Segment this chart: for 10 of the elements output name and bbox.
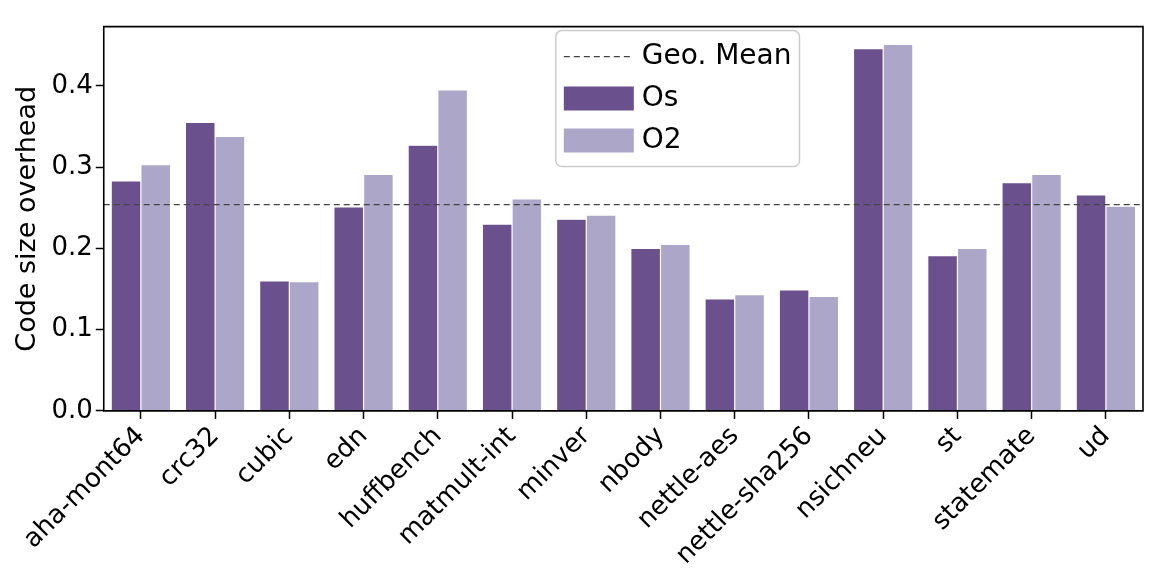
y-axis-title: Code size overhead xyxy=(10,85,42,352)
legend-label: Geo. Mean xyxy=(641,37,792,71)
legend-label: Os xyxy=(641,79,679,113)
x-tick-label: ud xyxy=(1070,419,1115,465)
y-tick-label: 0.4 xyxy=(51,68,93,99)
y-tick-label: 0.1 xyxy=(51,312,93,343)
y-tick-label: 0.2 xyxy=(51,231,93,262)
y-tick-label: 0.0 xyxy=(51,393,93,424)
legend-label: O2 xyxy=(641,121,682,155)
y-tick-label: 0.3 xyxy=(51,149,93,180)
